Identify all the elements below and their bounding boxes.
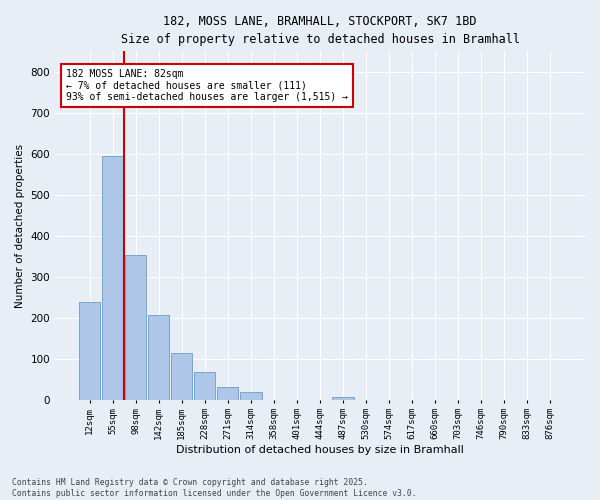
Text: Contains HM Land Registry data © Crown copyright and database right 2025.
Contai: Contains HM Land Registry data © Crown c… (12, 478, 416, 498)
Bar (125, 255, 146, 400)
X-axis label: Distribution of detached houses by size in Bramhall: Distribution of detached houses by size … (176, 445, 464, 455)
Bar (171, 354, 193, 400)
Bar (332, 397, 353, 400)
Bar (148, 315, 169, 400)
Text: 182 MOSS LANE: 82sqm
← 7% of detached houses are smaller (111)
93% of semi-detac: 182 MOSS LANE: 82sqm ← 7% of detached ho… (65, 68, 347, 102)
Bar (217, 388, 238, 400)
Bar (79, 302, 100, 400)
Y-axis label: Number of detached properties: Number of detached properties (15, 144, 25, 308)
Bar (102, 156, 124, 400)
Bar (241, 392, 262, 400)
Title: 182, MOSS LANE, BRAMHALL, STOCKPORT, SK7 1BD
Size of property relative to detach: 182, MOSS LANE, BRAMHALL, STOCKPORT, SK7… (121, 15, 520, 46)
Bar (194, 372, 215, 400)
